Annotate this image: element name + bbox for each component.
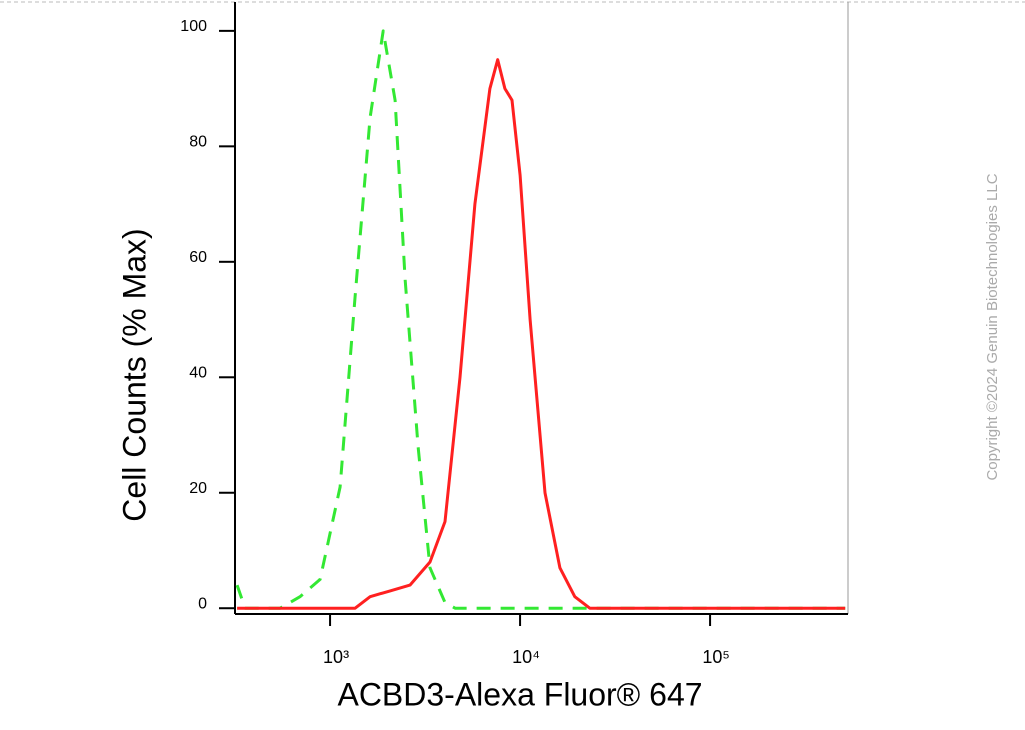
y-tick-label: 0 [198,595,207,612]
y-tick-label: 100 [180,18,207,35]
x-tick-label: 10³ [323,647,349,667]
y-tick-label: 60 [189,249,207,266]
x-tick-label: 10⁴ [512,647,540,667]
y-tick-label: 80 [189,134,207,151]
x-axis-label: ACBD3-Alexa Fluor® 647 [337,676,702,712]
y-tick-label: 40 [189,365,207,382]
y-tick-label: 20 [189,480,207,497]
y-axis-label: Cell Counts (% Max) [116,228,152,521]
copyright: Copyright ©2024 Genuin Biotechnologies L… [984,173,1001,480]
x-tick-label: 10⁵ [702,647,729,667]
series-line [237,58,846,610]
series-line [235,29,846,610]
